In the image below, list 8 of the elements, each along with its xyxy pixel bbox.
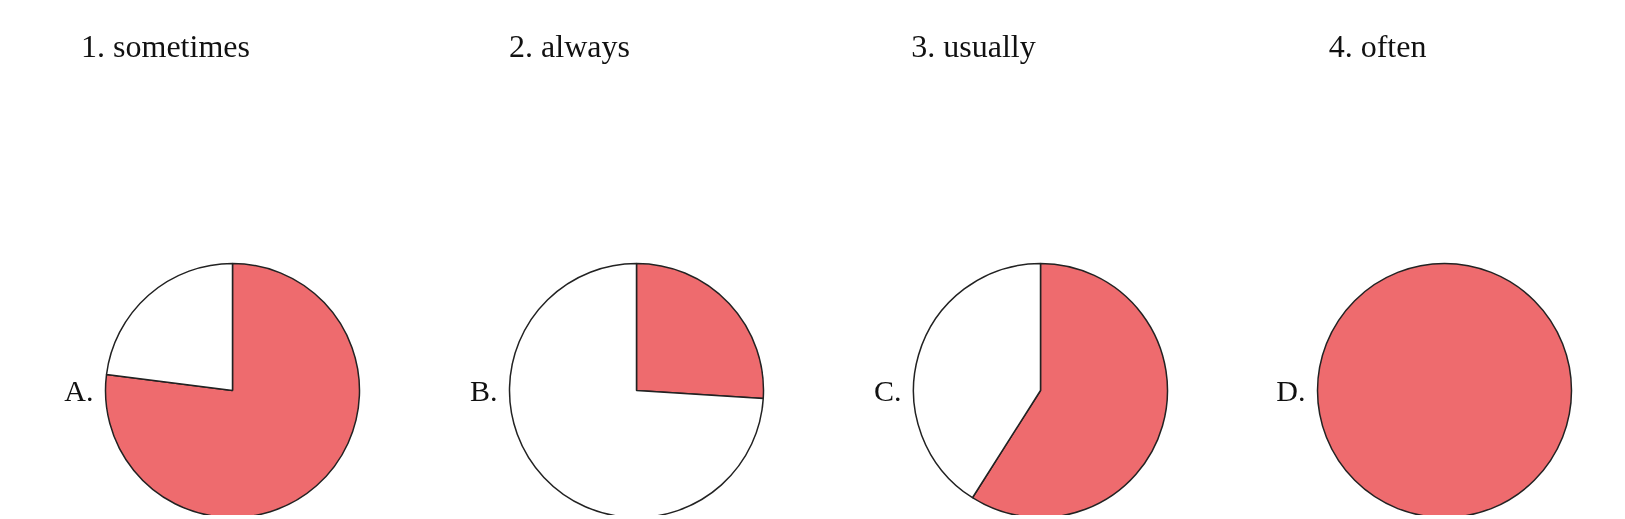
text: B.: [469, 374, 498, 407]
text: 1. sometimes: [81, 27, 250, 64]
text: 2. always: [509, 27, 630, 64]
text: D.: [1276, 374, 1306, 407]
text: 3. usually: [911, 27, 1036, 64]
text: 4. often: [1328, 27, 1427, 64]
text: A.: [64, 374, 94, 407]
text: C.: [873, 374, 902, 407]
